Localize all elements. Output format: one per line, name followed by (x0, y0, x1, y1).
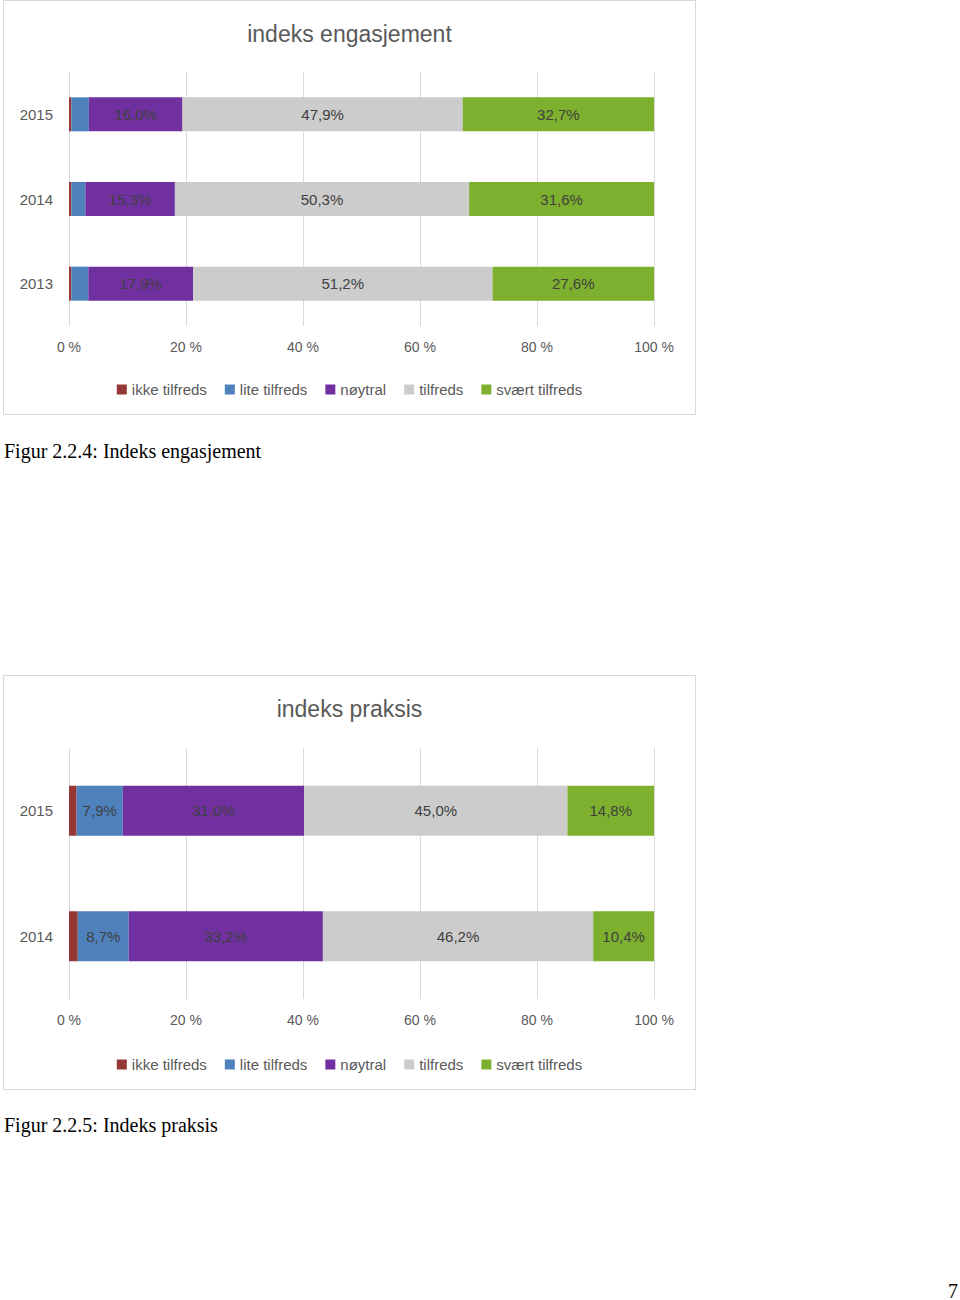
svg-text:svært tilfreds: svært tilfreds (496, 1056, 582, 1073)
svg-text:nøytral: nøytral (340, 1056, 386, 1073)
svg-text:33,2%: 33,2% (205, 928, 248, 945)
svg-text:2013: 2013 (20, 275, 53, 292)
svg-text:0 %: 0 % (57, 1012, 81, 1028)
svg-text:47,9%: 47,9% (301, 106, 344, 123)
svg-text:svært tilfreds: svært tilfreds (496, 381, 582, 398)
svg-text:80 %: 80 % (521, 339, 553, 355)
svg-text:45,0%: 45,0% (415, 802, 458, 819)
svg-text:8,7%: 8,7% (86, 928, 120, 945)
svg-text:2014: 2014 (20, 191, 53, 208)
svg-text:46,2%: 46,2% (437, 928, 480, 945)
svg-text:32,7%: 32,7% (537, 106, 580, 123)
html-text:Figur 2.2.4: Indeks engasjemen: Figur 2.2.4: Indeks engasjement (4, 440, 262, 462)
svg-text:50,3%: 50,3% (301, 191, 344, 208)
svg-text:40 %: 40 % (287, 339, 319, 355)
svg-text:10,4%: 10,4% (602, 928, 645, 945)
svg-text:31,0%: 31,0% (192, 802, 235, 819)
svg-text:ikke tilfreds: ikke tilfreds (132, 1056, 207, 1073)
svg-text:tilfreds: tilfreds (419, 1056, 463, 1073)
svg-text:15,3%: 15,3% (109, 191, 152, 208)
svg-text:lite tilfreds: lite tilfreds (240, 381, 308, 398)
svg-text:lite tilfreds: lite tilfreds (240, 1056, 308, 1073)
svg-text:ikke tilfreds: ikke tilfreds (132, 381, 207, 398)
svg-text:27,6%: 27,6% (552, 275, 595, 292)
svg-text:nøytral: nøytral (340, 381, 386, 398)
svg-text:100 %: 100 % (634, 339, 674, 355)
svg-text:31,6%: 31,6% (540, 191, 583, 208)
svg-text:100 %: 100 % (634, 1012, 674, 1028)
svg-text:16,0%: 16,0% (114, 106, 157, 123)
svg-text:indeks engasjement: indeks engasjement (247, 21, 452, 47)
html-text:Figur 2.2.5: Indeks praksis: Figur 2.2.5: Indeks praksis (4, 1114, 218, 1136)
svg-text:60 %: 60 % (404, 1012, 436, 1028)
svg-text:80 %: 80 % (521, 1012, 553, 1028)
svg-text:40 %: 40 % (287, 1012, 319, 1028)
svg-text:51,2%: 51,2% (322, 275, 365, 292)
svg-text:2015: 2015 (20, 802, 53, 819)
svg-text:indeks praksis: indeks praksis (277, 696, 423, 722)
svg-text:tilfreds: tilfreds (419, 381, 463, 398)
svg-text:0 %: 0 % (57, 339, 81, 355)
svg-text:20 %: 20 % (170, 339, 202, 355)
svg-text:2015: 2015 (20, 106, 53, 123)
svg-text:14,8%: 14,8% (589, 802, 632, 819)
svg-text:7,9%: 7,9% (83, 802, 117, 819)
svg-text:17,9%: 17,9% (119, 275, 162, 292)
svg-text:2014: 2014 (20, 928, 53, 945)
svg-text:20 %: 20 % (170, 1012, 202, 1028)
svg-text:60 %: 60 % (404, 339, 436, 355)
